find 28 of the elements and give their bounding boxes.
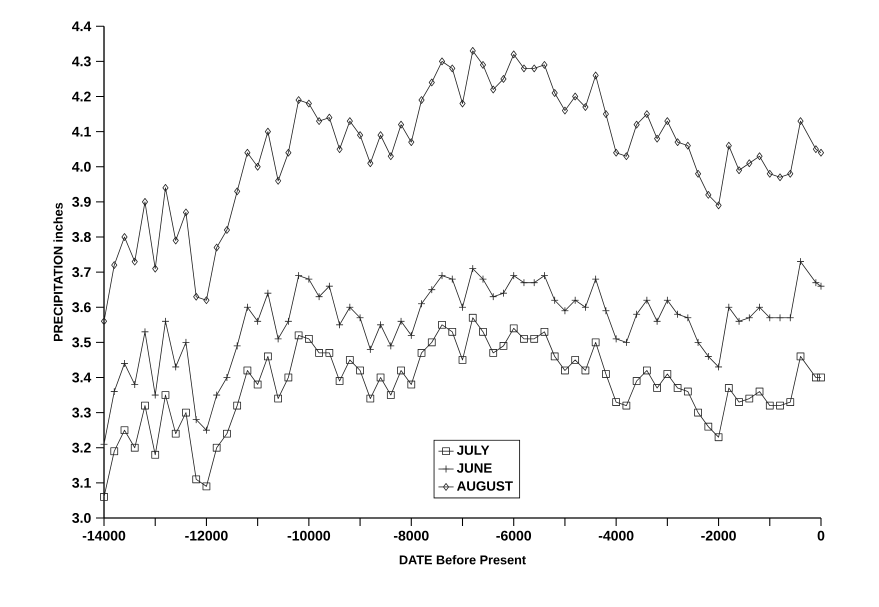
x-tick-label: -8000 <box>394 530 429 541</box>
y-tick-label: 4.3 <box>72 56 91 66</box>
y-tick-label: 4.2 <box>72 92 91 102</box>
y-tick-label: 3.6 <box>72 302 91 312</box>
x-tick-label: -2000 <box>701 530 736 541</box>
y-tick-label: 3.5 <box>72 337 91 348</box>
x-tick-label: -12000 <box>185 530 228 541</box>
legend-label: AUGUST <box>457 481 513 491</box>
x-axis-title: DATE Before Present <box>400 555 526 564</box>
legend-label: JUNE <box>456 463 492 473</box>
y-tick-label: 3.9 <box>72 196 91 207</box>
y-tick-label: 3.3 <box>72 408 91 418</box>
x-tick-label: -6000 <box>496 530 532 541</box>
y-tick-label: 4.4 <box>72 21 92 32</box>
y-tick-label: 3.7 <box>72 267 91 278</box>
y-tick-label: 3.0 <box>72 513 91 523</box>
legend-label: JULY <box>456 446 490 455</box>
y-tick-label: 3.8 <box>72 232 91 242</box>
y-tick-label: 4.0 <box>72 162 91 172</box>
x-tick-label: -10000 <box>288 530 330 541</box>
x-tick-label: -4000 <box>598 530 634 541</box>
x-tick-label: 0 <box>818 530 824 541</box>
y-tick-label: 4.1 <box>72 126 91 136</box>
x-tick-label: -14000 <box>82 530 126 541</box>
y-axis-title: PRECIPITATION inches <box>53 202 63 342</box>
y-tick-label: 3.4 <box>72 372 92 382</box>
y-tick-label: 3.2 <box>72 442 91 453</box>
y-tick-label: 3.1 <box>72 478 91 488</box>
